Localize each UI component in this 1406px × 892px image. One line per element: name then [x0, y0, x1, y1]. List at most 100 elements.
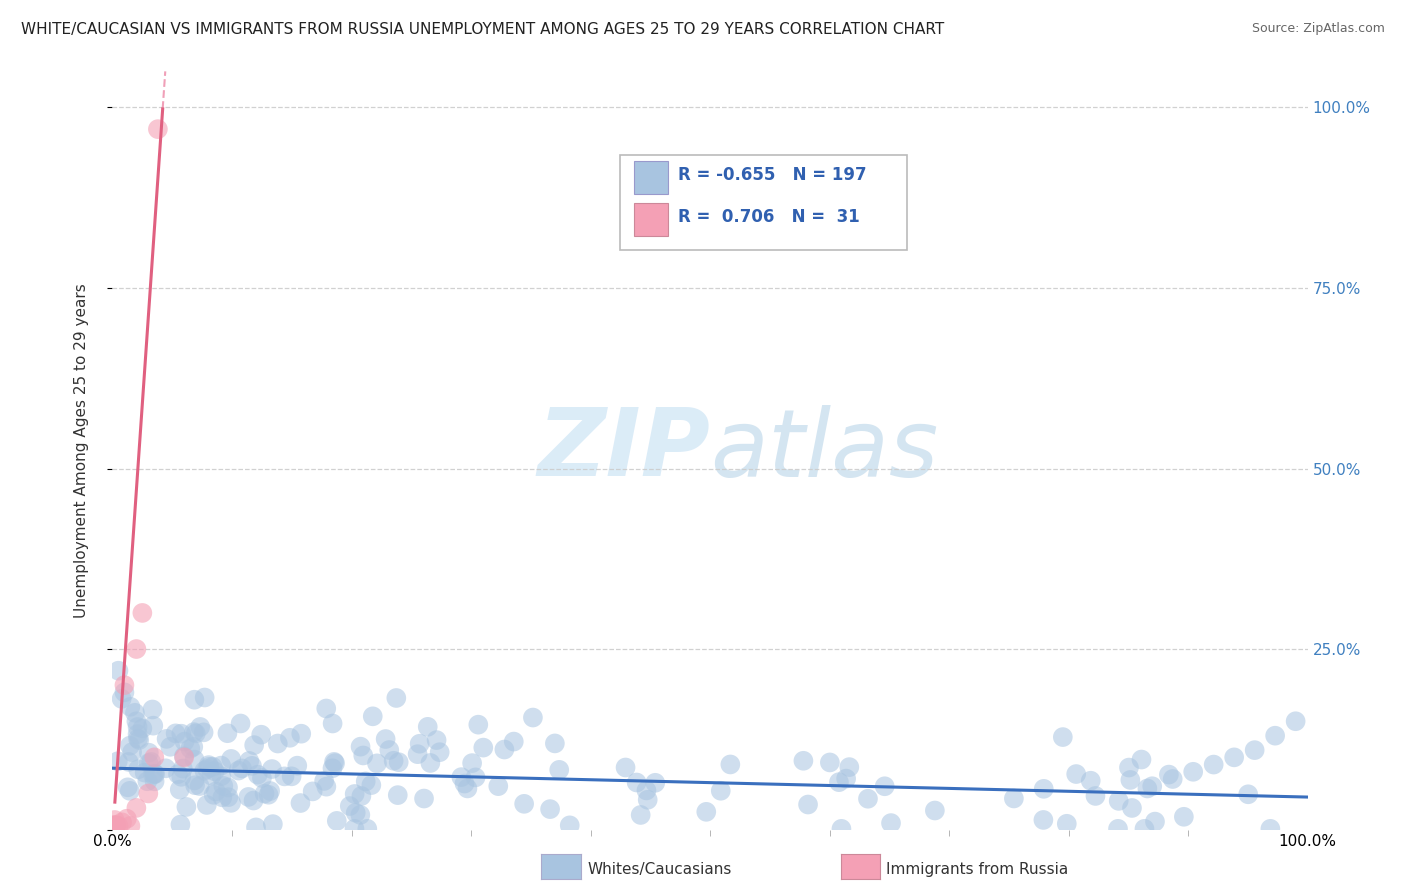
Point	[835, 772, 858, 786]
Point	[472, 740, 495, 755]
Point	[1121, 801, 1143, 815]
Point	[1118, 760, 1140, 774]
Point	[285, 758, 308, 772]
Point	[138, 756, 160, 771]
Point	[176, 800, 198, 814]
Text: ZIP: ZIP	[537, 404, 710, 497]
Point	[1052, 730, 1074, 744]
Point	[343, 787, 366, 801]
Point	[142, 768, 165, 782]
Point	[1002, 791, 1025, 805]
Point	[374, 732, 396, 747]
Point	[1202, 757, 1225, 772]
Point	[125, 714, 148, 729]
Point	[104, 822, 127, 836]
Text: R =  0.706   N =  31: R = 0.706 N = 31	[678, 208, 859, 226]
Point	[169, 782, 191, 797]
Point	[636, 783, 658, 797]
Point	[120, 819, 142, 833]
Point	[838, 760, 860, 774]
Point	[1136, 781, 1159, 796]
Point	[115, 812, 138, 826]
Point	[200, 769, 222, 783]
Point	[101, 819, 124, 833]
Point	[120, 699, 142, 714]
Point	[204, 764, 226, 779]
Point	[315, 701, 337, 715]
Point	[406, 747, 429, 761]
Point	[217, 790, 239, 805]
Point	[830, 822, 852, 836]
Point	[637, 793, 659, 807]
Point	[103, 822, 125, 836]
Point	[323, 755, 346, 769]
Point	[173, 734, 195, 748]
Point	[105, 819, 128, 833]
Point	[127, 731, 149, 746]
Point	[169, 817, 191, 831]
Point	[1032, 813, 1054, 827]
Point	[1130, 752, 1153, 766]
Point	[159, 739, 181, 754]
Point	[416, 720, 439, 734]
Point	[1108, 794, 1130, 808]
Point	[104, 818, 127, 832]
Point	[290, 796, 312, 810]
Point	[111, 815, 134, 830]
Point	[181, 739, 204, 754]
Point	[231, 761, 253, 775]
Point	[1080, 773, 1102, 788]
Point	[193, 725, 215, 739]
Point	[262, 817, 284, 831]
Point	[349, 808, 371, 822]
Text: R = -0.655   N = 197: R = -0.655 N = 197	[678, 166, 866, 185]
Point	[408, 737, 430, 751]
Point	[184, 778, 207, 792]
Text: Immigrants from Russia: Immigrants from Russia	[886, 863, 1069, 877]
Point	[202, 788, 225, 802]
Point	[101, 822, 124, 836]
Point	[339, 799, 361, 814]
Point	[356, 822, 378, 836]
Text: Whites/Caucasians: Whites/Caucasians	[588, 863, 733, 877]
Point	[101, 822, 124, 836]
Point	[1264, 729, 1286, 743]
Point	[710, 783, 733, 797]
Point	[173, 749, 195, 764]
Point	[238, 789, 260, 804]
Point	[1285, 714, 1308, 729]
Point	[278, 731, 301, 745]
Point	[184, 726, 207, 740]
Point	[183, 692, 205, 706]
Point	[1143, 814, 1166, 829]
Point	[217, 726, 239, 740]
Point	[195, 762, 218, 776]
Point	[301, 784, 323, 798]
Point	[219, 796, 242, 810]
Point	[626, 775, 648, 789]
Point	[253, 787, 276, 801]
Point	[382, 754, 405, 768]
Point	[257, 788, 280, 802]
Point	[143, 767, 166, 781]
Point	[143, 774, 166, 789]
Point	[138, 787, 160, 801]
Point	[558, 818, 581, 832]
Text: Source: ZipAtlas.com: Source: ZipAtlas.com	[1251, 22, 1385, 36]
Point	[1260, 822, 1282, 836]
Point	[101, 822, 124, 836]
Point	[188, 779, 211, 793]
Point	[125, 801, 148, 815]
Point	[630, 808, 652, 822]
Point	[502, 734, 524, 748]
Point	[194, 690, 217, 705]
Point	[426, 733, 449, 747]
Point	[361, 709, 384, 723]
Point	[260, 762, 283, 776]
Point	[880, 816, 903, 830]
Point	[228, 764, 250, 778]
Point	[155, 731, 177, 746]
Point	[183, 725, 205, 739]
Point	[797, 797, 820, 812]
Point	[118, 784, 141, 798]
